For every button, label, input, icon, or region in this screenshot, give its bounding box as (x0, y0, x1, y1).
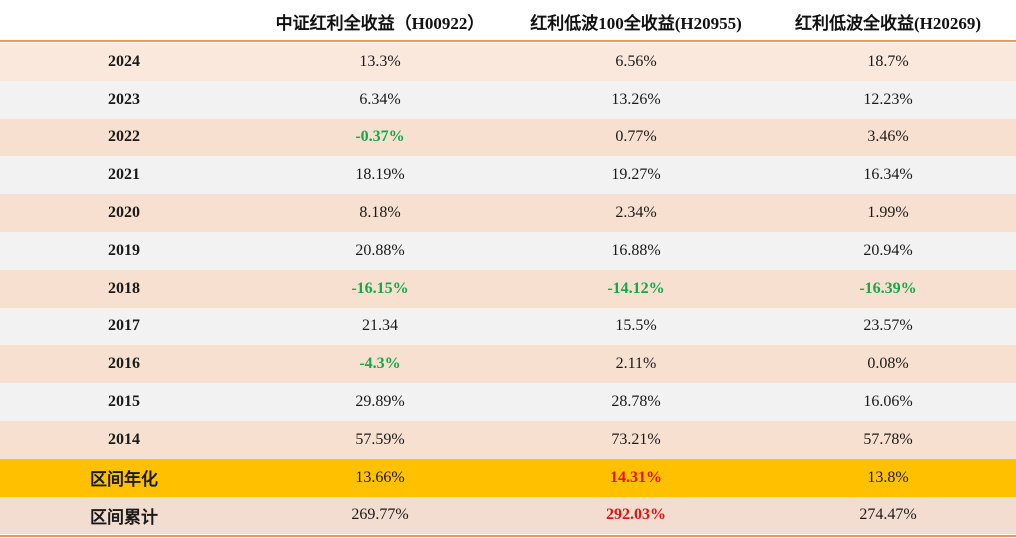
table-row: 2018 -16.15% -14.12% -16.39% (0, 269, 1016, 308)
value-cell: 20.94% (863, 241, 913, 259)
header-cell-h20955: 红利低波100全收益(H20955) (530, 13, 742, 33)
year-cell: 2017 (108, 317, 140, 335)
value-cell: 16.34% (863, 166, 913, 184)
year-cell: 2023 (108, 90, 140, 108)
value-cell: 23.57% (863, 317, 913, 335)
value-cell: 2.34% (615, 204, 657, 222)
year-cell: 2022 (108, 128, 140, 146)
table-row: 2020 8.18% 2.34% 1.99% (0, 194, 1016, 232)
summary-value-cell: 13.66% (355, 468, 405, 486)
value-cell: 12.23% (863, 90, 913, 108)
header-cell-year (0, 0, 248, 42)
year-cell: 2014 (108, 430, 140, 448)
header-cell-h20269: 红利低波全收益(H20269) (794, 13, 982, 33)
header-cell-h00922: 中证红利全收益（H00922） (275, 13, 485, 33)
table-row: 2019 20.88% 16.88% 20.94% (0, 232, 1016, 270)
value-cell: 73.21% (611, 430, 661, 448)
value-cell: -16.15% (351, 279, 409, 297)
annualized-row: 区间年化 13.66% 14.31% 13.8% (0, 458, 1016, 497)
summary-value-cell: 13.8% (867, 468, 909, 486)
value-cell: -14.12% (607, 279, 665, 297)
table-bottom-border (0, 535, 1016, 537)
value-cell: -0.37% (355, 128, 405, 146)
value-cell: 8.18% (359, 204, 401, 222)
summary-label: 区间年化 (90, 470, 158, 491)
value-cell: 57.78% (863, 430, 913, 448)
value-cell: 13.3% (359, 52, 401, 70)
table-row: 2021 18.19% 19.27% 16.34% (0, 156, 1016, 195)
value-cell: -16.39% (859, 279, 917, 297)
table-row: 2016 -4.3% 2.11% 0.08% (0, 345, 1016, 384)
value-cell: 16.88% (611, 241, 661, 259)
value-cell: 1.99% (867, 204, 909, 222)
summary-value-cell: 269.77% (351, 506, 409, 524)
value-cell: 18.19% (355, 166, 405, 184)
year-cell: 2018 (108, 279, 140, 297)
value-cell: 0.08% (867, 355, 909, 373)
summary-value-cell: 14.31% (610, 468, 662, 486)
table-row: 2023 6.34% 13.26% 12.23% (0, 80, 1016, 119)
value-cell: 21.34 (362, 317, 398, 335)
value-cell: 3.46% (867, 128, 909, 146)
table-header: 中证红利全收益（H00922） 红利低波100全收益(H20955) 红利低波全… (0, 0, 1016, 42)
cumulative-row: 区间累计 269.77% 292.03% 274.47% (0, 496, 1016, 535)
year-cell: 2020 (108, 204, 140, 222)
summary-label: 区间累计 (90, 507, 158, 528)
value-cell: 20.88% (355, 241, 405, 259)
table-row: 2017 21.34 15.5% 23.57% (0, 307, 1016, 346)
year-cell: 2021 (108, 166, 140, 184)
value-cell: 29.89% (355, 393, 405, 411)
value-cell: 19.27% (611, 166, 661, 184)
value-cell: 6.34% (359, 90, 401, 108)
summary-value-cell: 274.47% (859, 506, 917, 524)
year-cell: 2019 (108, 241, 140, 259)
summary-value-cell: 292.03% (606, 506, 666, 524)
value-cell: 57.59% (355, 430, 405, 448)
value-cell: 28.78% (611, 393, 661, 411)
value-cell: 15.5% (615, 317, 657, 335)
table-row: 2014 57.59% 73.21% 57.78% (0, 421, 1016, 459)
year-cell: 2016 (108, 355, 140, 373)
value-cell: 16.06% (863, 393, 913, 411)
value-cell: 2.11% (615, 355, 657, 373)
table-row: 2015 29.89% 28.78% 16.06% (0, 383, 1016, 421)
value-cell: 18.7% (867, 52, 909, 70)
value-cell: 13.26% (611, 90, 661, 108)
value-cell: 6.56% (615, 52, 657, 70)
table-row: 2022 -0.37% 0.77% 3.46% (0, 118, 1016, 157)
value-cell: 0.77% (615, 128, 657, 146)
table-row: 2024 13.3% 6.56% 18.7% (0, 43, 1016, 81)
year-cell: 2024 (108, 52, 140, 70)
year-cell: 2015 (108, 393, 140, 411)
value-cell: -4.3% (359, 355, 401, 373)
